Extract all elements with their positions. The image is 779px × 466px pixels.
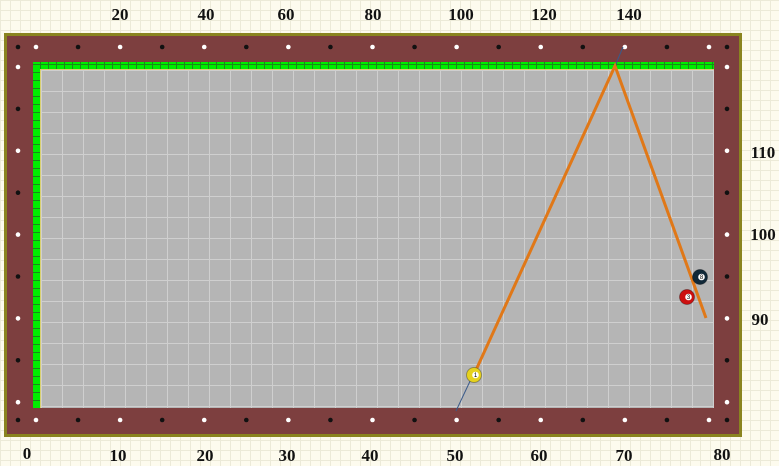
diamond-black <box>15 358 21 363</box>
diamond-white <box>15 64 21 70</box>
diamond-white <box>15 232 21 237</box>
bottom-axis-label: 80 <box>713 445 731 464</box>
bottom-axis-label: 20 <box>196 446 214 465</box>
top-axis-label: 40 <box>197 5 215 24</box>
diamond-white <box>724 399 730 405</box>
diamond-black <box>496 417 501 423</box>
top-axis-label: 140 <box>616 5 642 24</box>
top-axis-label: 20 <box>111 5 129 24</box>
aim-line <box>455 376 473 412</box>
bottom-axis-label: 60 <box>530 446 548 465</box>
diamond-black <box>412 417 417 423</box>
diamond-white <box>622 44 628 50</box>
diamond-white <box>538 44 544 50</box>
diamond-black <box>724 274 730 279</box>
diamond-black <box>244 44 249 50</box>
diamond-black <box>724 44 730 50</box>
diamond-black <box>328 44 333 50</box>
svg-text:3: 3 <box>687 295 691 301</box>
diamond-white <box>454 44 459 50</box>
ball-3[interactable]: 3 <box>679 289 695 305</box>
diamond-black <box>75 44 81 50</box>
diamond-white <box>454 417 459 423</box>
svg-text:1: 1 <box>474 373 478 379</box>
diamond-white <box>15 399 21 405</box>
diamond-white <box>706 417 712 423</box>
diamond-black <box>15 274 21 279</box>
diamond-black <box>580 44 586 50</box>
diamond-black <box>15 44 21 50</box>
svg-text:8: 8 <box>700 275 704 281</box>
diamond-white <box>538 417 544 423</box>
diamond-white <box>724 232 730 237</box>
diamond-white <box>370 44 375 50</box>
diamond-white <box>724 316 730 321</box>
diamond-black <box>328 417 333 423</box>
diamond-white <box>201 44 207 50</box>
right-axis-label: 110 <box>750 143 776 162</box>
bottom-axis-label: 40 <box>361 446 379 465</box>
diamond-white <box>117 417 123 423</box>
top-axis-label: 60 <box>277 5 295 24</box>
diamond-black <box>724 417 730 423</box>
diamond-black <box>580 417 586 423</box>
diamond-white <box>286 417 291 423</box>
diamond-black <box>724 358 730 363</box>
diamond-black <box>664 417 670 423</box>
diamond-black <box>724 106 730 112</box>
shot-path <box>474 62 708 371</box>
diamond-black <box>412 44 417 50</box>
diamond-white <box>15 316 21 321</box>
top-axis-label: 80 <box>364 5 382 24</box>
bottom-axis-label: 0 <box>22 444 32 463</box>
diamond-white <box>370 417 375 423</box>
right-axis-label: 90 <box>751 310 769 329</box>
diamond-white <box>33 417 39 423</box>
bottom-axis-label: 10 <box>109 446 127 465</box>
diamond-black <box>724 190 730 195</box>
bottom-axis-label: 70 <box>615 446 633 465</box>
diamond-black <box>15 190 21 195</box>
diamond-white <box>15 148 21 154</box>
diamond-black <box>664 44 670 50</box>
diamond-white <box>724 64 730 70</box>
diamond-black <box>75 417 81 423</box>
diamond-black <box>15 106 21 112</box>
diamond-black <box>496 44 501 50</box>
diamond-black <box>159 44 165 50</box>
pool-table <box>4 33 742 437</box>
diamond-black <box>159 417 165 423</box>
bottom-axis-label: 30 <box>278 446 296 465</box>
aim-line <box>614 46 624 67</box>
diamond-black <box>244 417 249 423</box>
diamond-white <box>201 417 207 423</box>
cue-ball-1[interactable]: 1 <box>466 367 482 383</box>
diamond-white <box>286 44 291 50</box>
diamond-black <box>15 417 21 423</box>
diamond-white <box>706 44 712 50</box>
diamonds <box>15 44 730 423</box>
diamond-white <box>622 417 628 423</box>
diamond-white <box>33 44 39 50</box>
diamond-white <box>117 44 123 50</box>
top-axis-label: 120 <box>531 5 557 24</box>
ball-8[interactable]: 8 <box>692 269 708 285</box>
diamond-white <box>724 148 730 154</box>
bottom-axis-label: 50 <box>446 446 464 465</box>
table-felt <box>40 69 714 408</box>
right-axis-label: 100 <box>750 225 776 244</box>
top-axis-label: 100 <box>448 5 474 24</box>
